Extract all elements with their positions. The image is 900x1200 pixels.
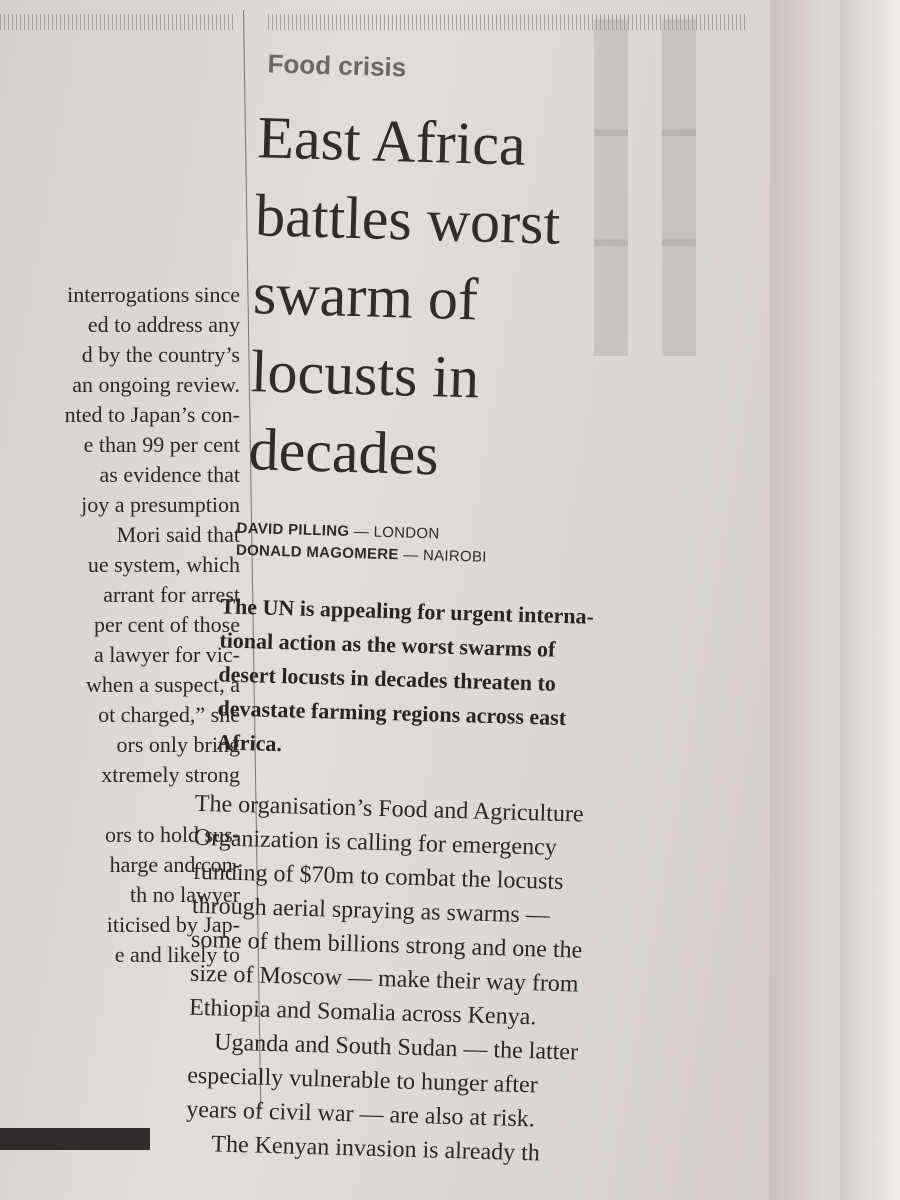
text-line: arrant for arrest	[103, 582, 240, 607]
bylines: DAVID PILLING — LONDON DONALD MAGOMERE —…	[236, 518, 488, 569]
headline-line: East Africa	[256, 104, 527, 178]
text-line: ors to hold sus-	[104, 822, 240, 847]
text-line: ue system, which	[87, 552, 240, 577]
byline-author: DAVID PILLING	[236, 519, 350, 540]
text-line: interrogations since	[67, 282, 240, 307]
column-end-bar	[0, 1128, 150, 1150]
text-line: xtremely strong	[101, 762, 240, 787]
adjacent-page-fold	[770, 0, 900, 1200]
article-body: The organisation’s Food and Agriculture …	[185, 787, 715, 1175]
byline-author: DONALD MAGOMERE	[235, 541, 399, 564]
top-hatch-rule-left	[0, 14, 236, 30]
text-line: d by the country’s	[81, 342, 240, 367]
headline-line: decades	[247, 416, 440, 488]
text-line: per cent of those	[94, 612, 240, 637]
byline-location: — LONDON	[353, 523, 440, 543]
text-line: nted to Japan’s con-	[64, 402, 240, 427]
section-kicker: Food crisis	[267, 48, 407, 83]
text-line: ed to address any	[87, 312, 240, 337]
standfirst: The UN is appealing for urgent interna- …	[216, 589, 721, 773]
headline-line: battles worst	[254, 182, 562, 257]
page-edge-shadow	[840, 0, 900, 1200]
text-line: iticised by Jap-	[106, 912, 240, 937]
text-line: ors only bring	[116, 732, 240, 757]
top-hatch-rule-right	[268, 14, 748, 30]
text-line: as evidence that	[99, 462, 241, 487]
text-line: e than 99 per cent	[83, 432, 240, 457]
text-line: th no lawyer	[130, 882, 240, 907]
adjacent-article-column: interrogations since ed to address any d…	[0, 280, 240, 970]
text-line: e and likely to	[114, 942, 240, 967]
headline-line: locusts in	[250, 338, 481, 411]
headline-line: swarm of	[252, 260, 479, 333]
text-line: a lawyer for vic-	[94, 642, 240, 667]
text-line: ot charged,” she	[98, 702, 240, 727]
text-line: Mori said that	[116, 522, 240, 547]
text-line: an ongoing review.	[72, 372, 240, 397]
headline: East Africa battles worst swarm of locus…	[248, 98, 759, 502]
text-line: joy a presumption	[81, 492, 240, 517]
byline-location: — NAIROBI	[402, 546, 487, 566]
text-line: when a suspect, a	[86, 672, 240, 697]
text-line: harge and con-	[109, 852, 240, 877]
